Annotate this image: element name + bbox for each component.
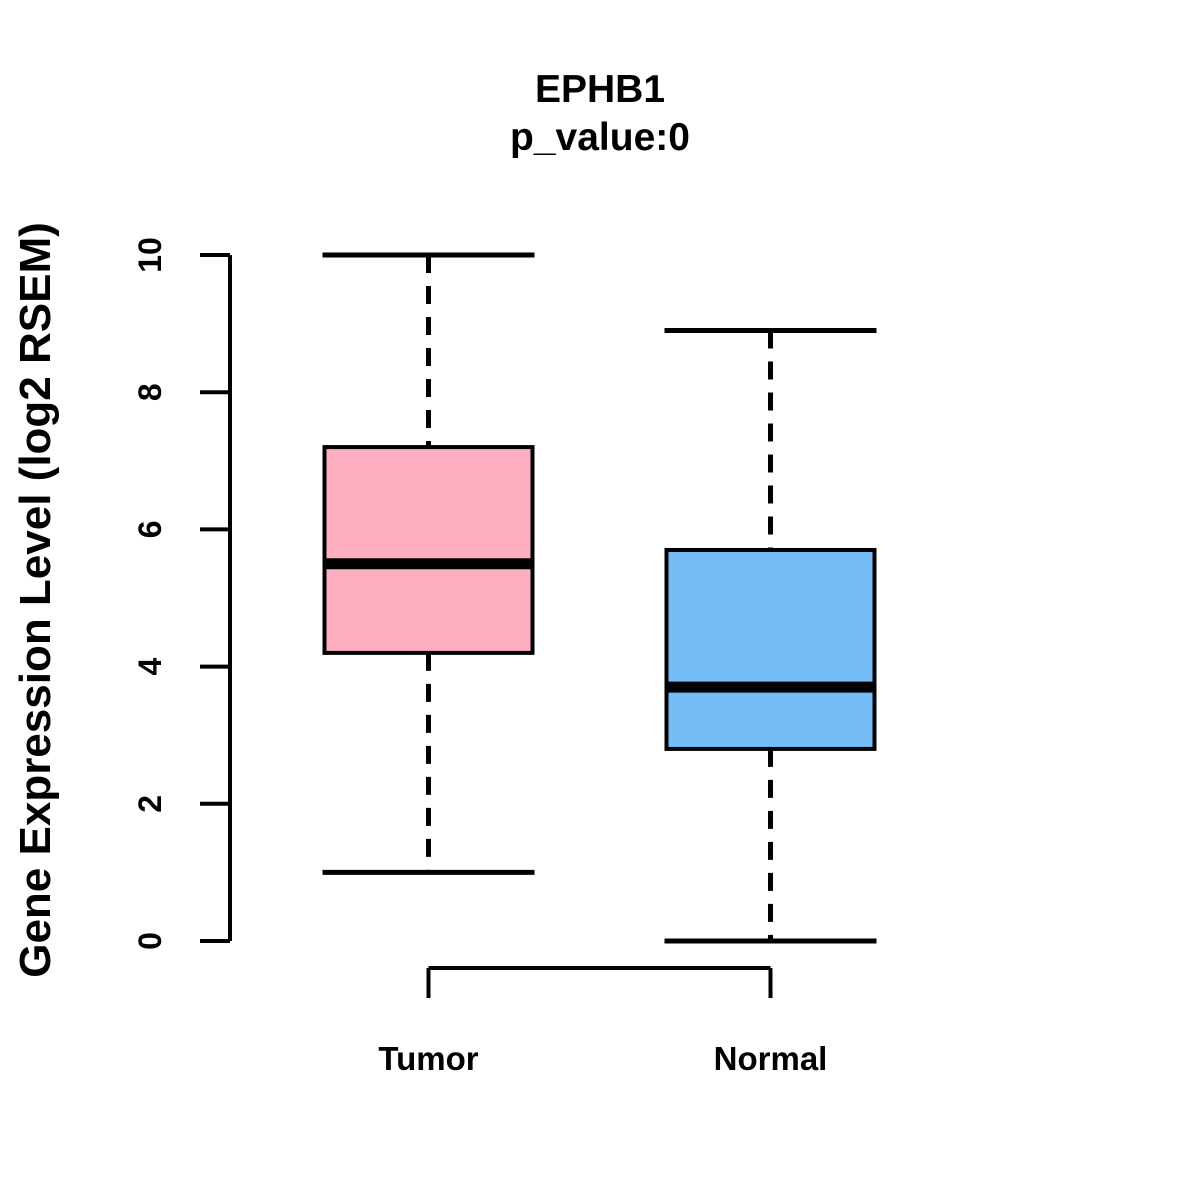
chart-title: EPHB1 [534, 68, 666, 111]
y-axis-tick-label: 0 [132, 932, 168, 950]
box-tumor [322, 445, 535, 655]
y-axis-tick-label: 10 [132, 237, 168, 273]
y-axis-title: Gene Expression Level (log2 RSEM) [11, 222, 60, 978]
x-axis-label-tumor: Tumor [378, 1040, 478, 1077]
x-axis-label-normal: Normal [714, 1040, 828, 1077]
y-axis-tick-label: 2 [132, 795, 168, 813]
y-axis-tick-label: 4 [132, 657, 168, 675]
y-axis-tick-label: 8 [132, 383, 168, 401]
box-normal [664, 547, 877, 751]
y-axis-tick-label: 6 [132, 521, 168, 539]
chart-subtitle: p_value:0 [510, 116, 690, 159]
